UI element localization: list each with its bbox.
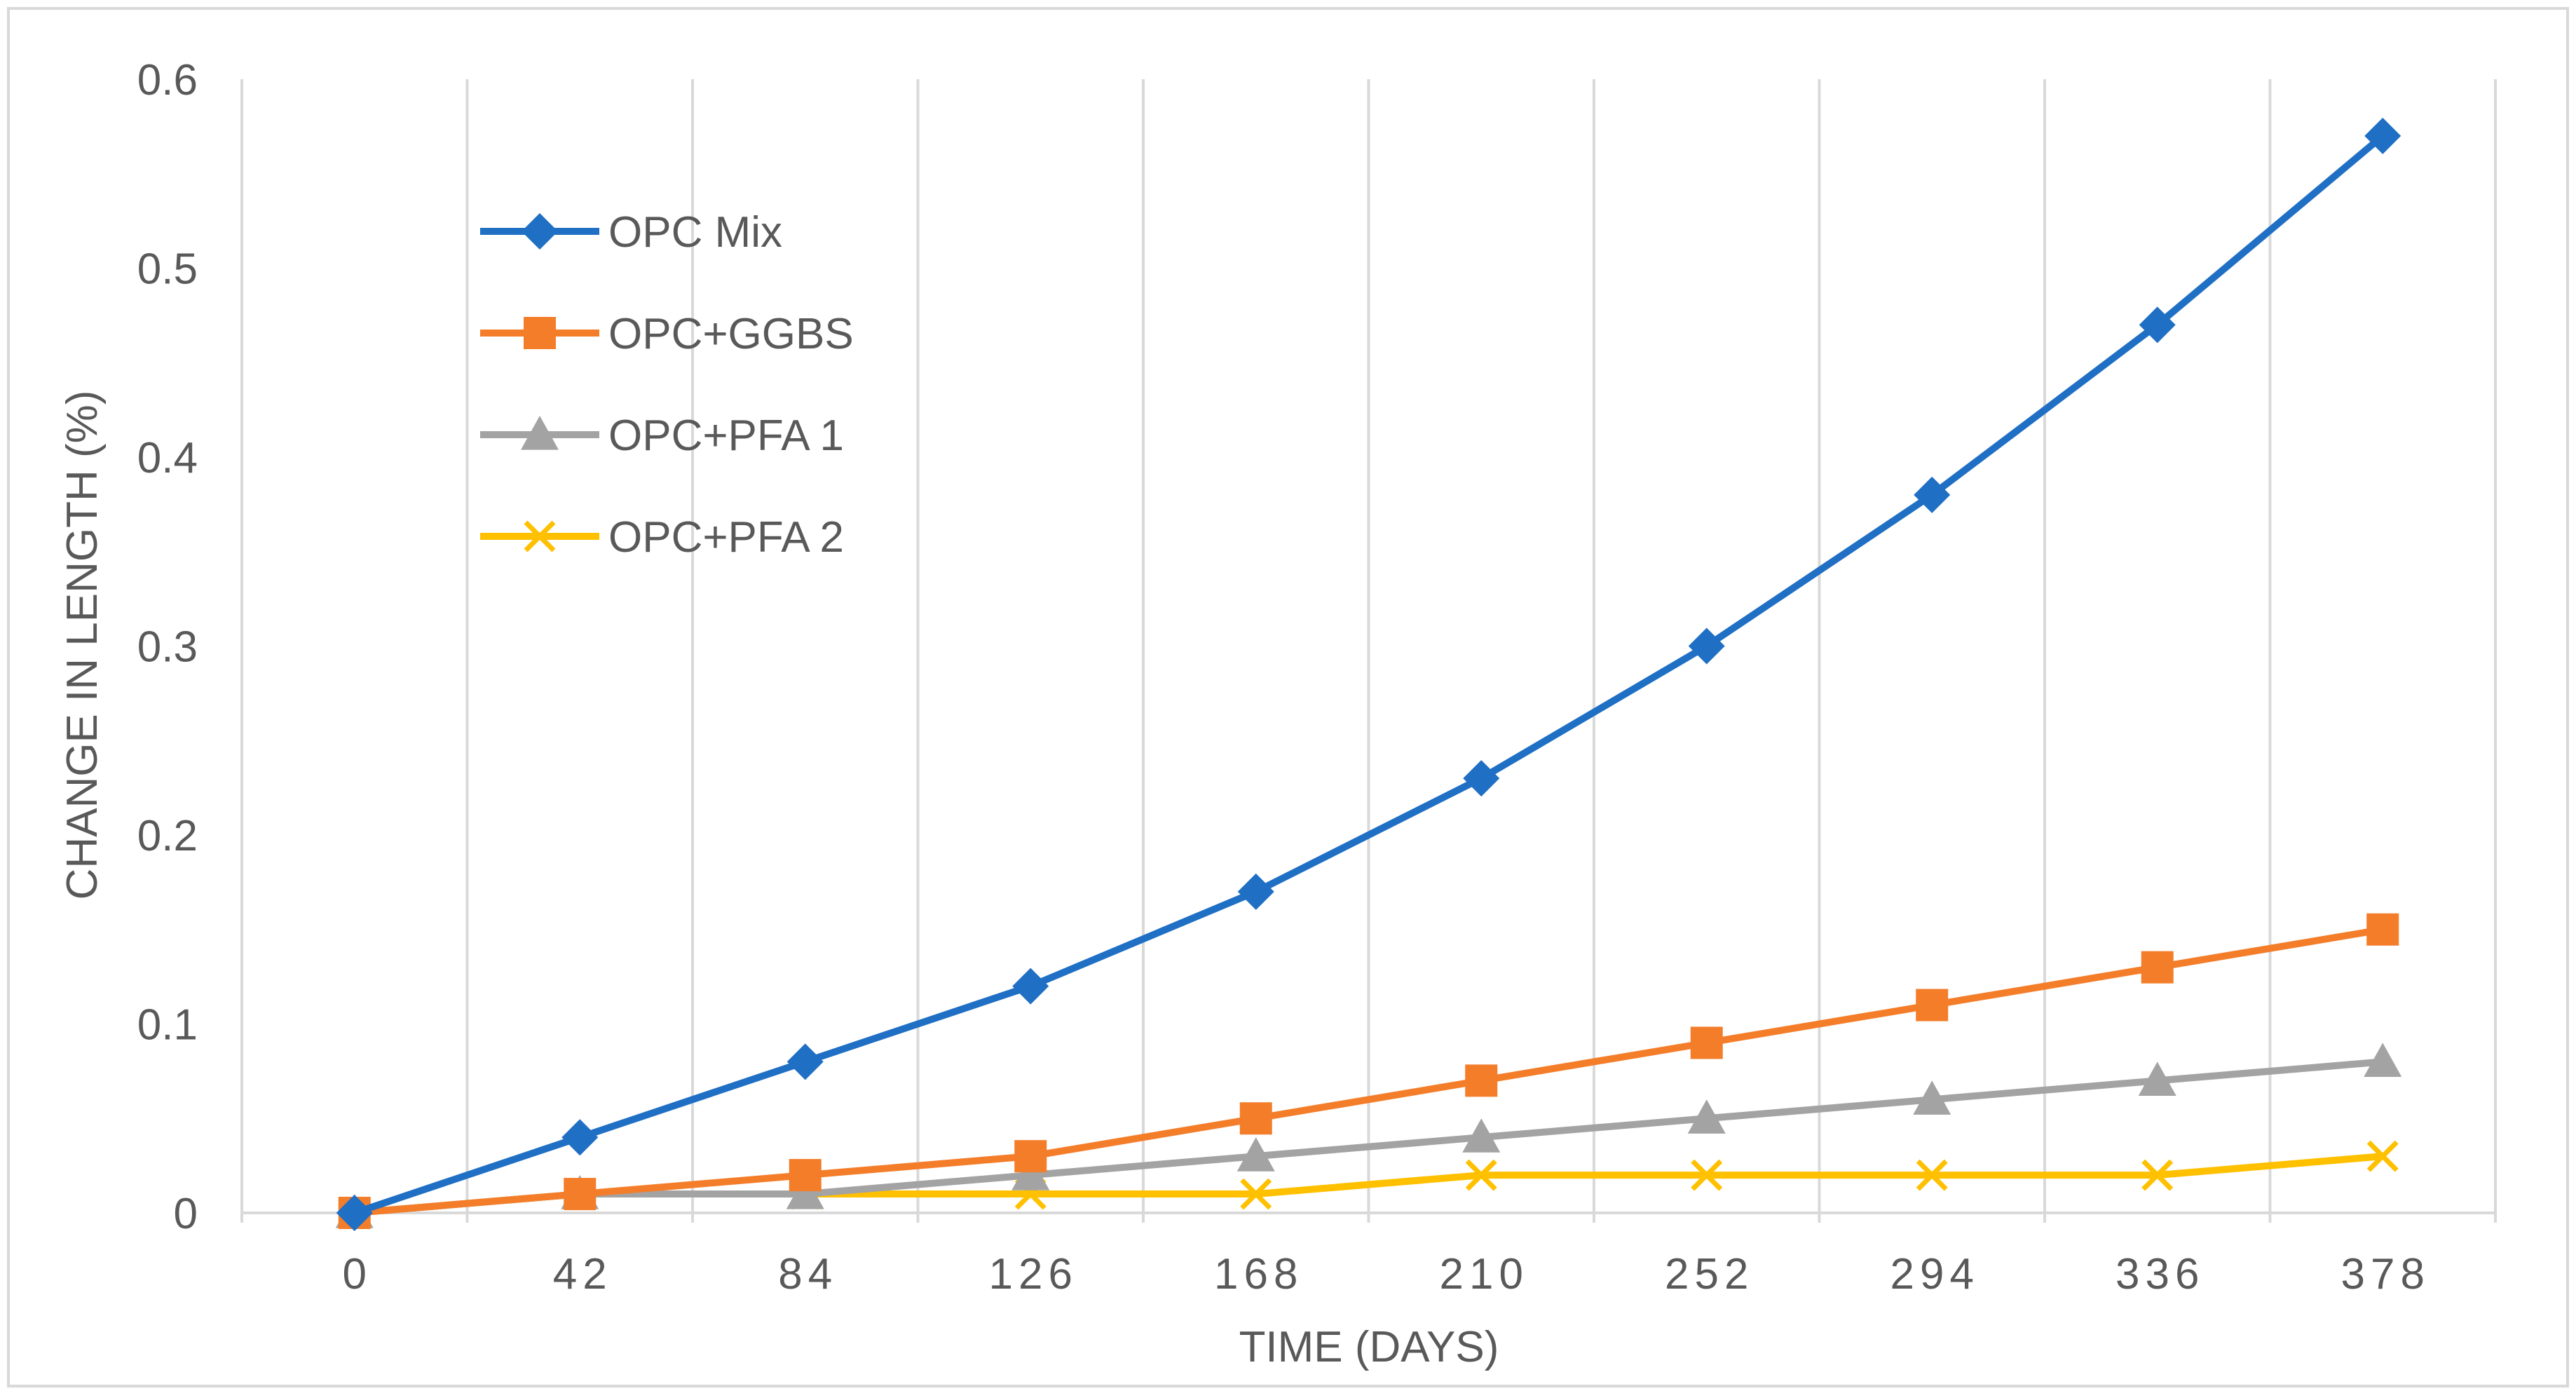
x-tick-label: 0 xyxy=(343,1250,372,1298)
data-point-opc-ggbs xyxy=(2366,913,2399,946)
data-point-opc-pfa-2 xyxy=(1691,1159,1723,1191)
data-point-opc-ggbs xyxy=(1690,1026,1723,1059)
legend: OPC Mix OPC+GGBS OPC+PFA 1 OPC+PFA 2 xyxy=(480,208,854,562)
data-point-opc-pfa-1 xyxy=(786,1175,824,1209)
gridlines xyxy=(240,79,2497,1213)
x-tick-label: 378 xyxy=(2341,1250,2430,1298)
data-point-opc-ggbs xyxy=(1465,1064,1498,1097)
x-tick-label: 294 xyxy=(1890,1250,1979,1298)
data-point-opc-pfa-1 xyxy=(1011,1156,1050,1190)
data-point-opc-mix xyxy=(2364,117,2401,154)
data-point-opc-mix xyxy=(1914,476,1951,513)
series-opc-mix xyxy=(336,117,2401,1231)
data-point-opc-pfa-1 xyxy=(1913,1080,1951,1115)
legend-item-opc-ggbs: OPC+GGBS xyxy=(480,310,854,358)
legend-label: OPC+PFA 1 xyxy=(608,412,844,460)
x-tick-label: 84 xyxy=(778,1250,838,1298)
series-line-opc-pfa-1 xyxy=(350,1058,2387,1216)
series-line-opc-ggbs xyxy=(350,925,2387,1216)
data-point-opc-mix xyxy=(2139,306,2176,344)
y-tick-label: 0.4 xyxy=(137,434,198,482)
x-axis-title: TIME (DAYS) xyxy=(1239,1323,1499,1371)
series-group xyxy=(335,117,2402,1231)
legend-marker-opc-pfa-1 xyxy=(521,416,559,450)
chart-border xyxy=(7,7,2569,1387)
data-point-opc-pfa-1 xyxy=(1687,1099,1726,1134)
x-tick-label: 336 xyxy=(2115,1250,2204,1298)
data-point-opc-pfa-1 xyxy=(2364,1043,2402,1077)
y-tick-label: 0.3 xyxy=(137,623,198,672)
y-axis-title: CHANGE IN LENGTH (%) xyxy=(58,391,107,900)
x-tick-label: 168 xyxy=(1214,1250,1303,1298)
x-marker-stroke xyxy=(524,520,556,552)
data-point-opc-mix xyxy=(1237,873,1274,910)
x-marker-stroke xyxy=(2141,1159,2174,1191)
data-point-opc-pfa-2 xyxy=(2141,1159,2174,1191)
data-point-opc-pfa-2 xyxy=(1240,1178,1272,1210)
data-point-opc-ggbs xyxy=(564,1178,597,1211)
series-line-opc-mix xyxy=(350,132,2387,1216)
legend-marker-opc-mix xyxy=(522,213,558,250)
tick-labels: 0 0.1 0.2 0.3 0.4 0.5 0.6 0 42 84 126 168 210 252 294 3… xyxy=(137,56,2430,1298)
x-tick-label: 126 xyxy=(989,1250,1078,1298)
data-point-opc-pfa-1 xyxy=(1462,1118,1501,1153)
x-tick-label: 210 xyxy=(1440,1250,1529,1298)
data-point-opc-mix xyxy=(561,1119,599,1156)
y-tick-label: 0 xyxy=(174,1190,198,1238)
legend-item-opc-mix: OPC Mix xyxy=(480,208,782,257)
y-tick-label: 0.5 xyxy=(137,245,198,294)
data-point-opc-mix xyxy=(1463,760,1500,797)
y-tick-label: 0.2 xyxy=(137,812,198,860)
axes xyxy=(240,1212,2497,1223)
data-point-opc-pfa-1 xyxy=(2138,1061,2176,1096)
legend-item-opc-pfa-2: OPC+PFA 2 xyxy=(480,513,844,562)
data-point-opc-pfa-2 xyxy=(1465,1159,1497,1191)
legend-item-opc-pfa-1: OPC+PFA 1 xyxy=(480,412,844,460)
data-point-opc-ggbs xyxy=(789,1159,822,1192)
x-marker-stroke xyxy=(1240,1178,1272,1210)
data-point-opc-ggbs xyxy=(1916,989,1949,1022)
x-tick-label: 252 xyxy=(1665,1250,1754,1298)
x-marker-stroke xyxy=(1916,1159,1948,1191)
x-tick-label: 42 xyxy=(553,1250,613,1298)
x-marker-stroke xyxy=(1465,1159,1497,1191)
data-point-opc-mix xyxy=(786,1043,824,1080)
series-opc-ggbs xyxy=(338,913,2399,1229)
legend-marker-opc-ggbs xyxy=(524,317,556,349)
legend-label: OPC+PFA 2 xyxy=(608,513,844,562)
legend-label: OPC+GGBS xyxy=(608,310,854,358)
data-point-opc-mix xyxy=(1688,627,1725,665)
data-point-opc-pfa-2 xyxy=(1916,1159,1948,1191)
data-point-opc-ggbs xyxy=(2141,951,2174,984)
y-tick-label: 0.6 xyxy=(137,56,198,104)
data-point-opc-mix xyxy=(1012,968,1049,1005)
data-point-opc-ggbs xyxy=(1239,1102,1272,1135)
data-point-opc-ggbs xyxy=(1014,1140,1047,1173)
legend-label: OPC Mix xyxy=(608,208,782,257)
data-point-opc-mix xyxy=(336,1195,373,1231)
legend-marker-opc-pfa-2 xyxy=(524,520,556,552)
data-point-opc-pfa-2 xyxy=(2366,1140,2399,1172)
x-marker-stroke xyxy=(2366,1140,2399,1172)
y-tick-label: 0.1 xyxy=(137,1001,198,1050)
data-point-opc-pfa-1 xyxy=(1236,1137,1275,1172)
x-marker-stroke xyxy=(1691,1159,1723,1191)
